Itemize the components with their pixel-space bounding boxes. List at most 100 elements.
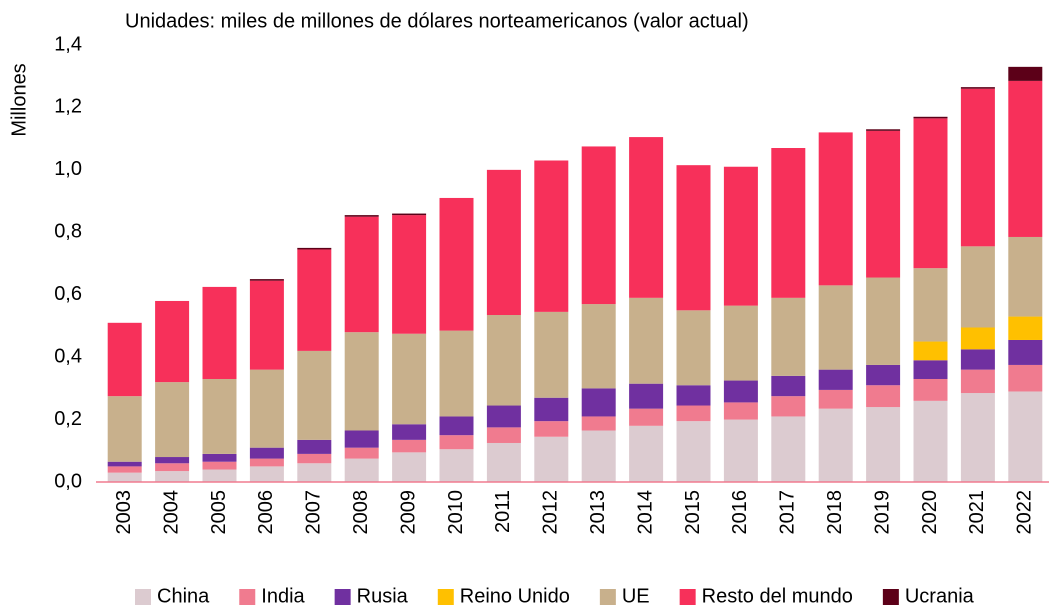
bar-segment <box>439 330 474 417</box>
legend-swatch <box>135 589 151 605</box>
legend-label: China <box>157 585 210 607</box>
bar-segment <box>392 439 427 453</box>
chart-title: Unidades: miles de millones de dólares n… <box>125 10 749 32</box>
y-tick-label: 0,8 <box>54 221 82 243</box>
bar-segment <box>771 416 806 482</box>
bar-segment <box>866 385 901 408</box>
bar-segment <box>913 268 948 342</box>
bar-segment <box>866 130 901 278</box>
x-tick-label: 2010 <box>445 490 467 535</box>
bar-segment <box>155 300 190 383</box>
bar-segment <box>581 416 616 431</box>
x-tick-label: 2007 <box>303 490 325 535</box>
bar-segment <box>866 129 901 131</box>
bar-segment <box>913 341 948 361</box>
x-tick-label: 2016 <box>729 490 751 535</box>
legend-swatch <box>437 589 454 605</box>
bar-segment <box>676 310 711 386</box>
bar-segment <box>1008 316 1043 340</box>
bar-segment <box>723 166 758 306</box>
bar-segment <box>866 277 901 365</box>
bar-segment <box>534 436 569 482</box>
bar-segment <box>107 396 142 462</box>
bar-segment <box>439 449 474 482</box>
y-tick-label: 1,4 <box>54 33 82 55</box>
legend-swatch <box>334 589 351 605</box>
bar-segment <box>344 447 379 459</box>
bar-segment <box>1008 391 1043 482</box>
legend-label: Reino Unido <box>460 585 570 607</box>
bar-segment <box>723 402 758 420</box>
x-tick-label: 2021 <box>966 490 988 535</box>
bar-segment <box>534 397 569 422</box>
y-tick-label: 0,0 <box>54 470 82 492</box>
bar-segment <box>866 364 901 386</box>
bar-segment <box>676 405 711 422</box>
y-tick-label: 0,6 <box>54 283 82 305</box>
bar-segment <box>581 388 616 417</box>
bar-segment <box>297 439 332 454</box>
bar-segment <box>723 380 758 403</box>
x-tick-label: 2009 <box>397 490 419 535</box>
bar-segment <box>723 305 758 381</box>
bar-segment <box>297 350 332 440</box>
bar-segment <box>392 213 427 216</box>
bar-segment <box>486 315 521 406</box>
bar-segment <box>155 463 190 472</box>
bar-segment <box>202 378 237 454</box>
y-tick-label: 0,4 <box>54 345 82 367</box>
x-tick-label: 2012 <box>540 490 562 535</box>
bar-segment <box>249 447 284 459</box>
bar-segment <box>249 458 284 467</box>
bar-segment <box>1008 364 1043 392</box>
bar-segment <box>155 457 190 464</box>
bar-segment <box>818 389 853 409</box>
bar-segment <box>960 327 995 350</box>
bar-segment <box>913 400 948 482</box>
bar-segment <box>249 466 284 482</box>
bar-segment <box>818 369 853 390</box>
x-tick-label: 2008 <box>350 490 372 535</box>
bar-segment <box>913 378 948 401</box>
x-tick-label: 2018 <box>824 490 846 535</box>
x-tick-label: 2017 <box>777 490 799 535</box>
y-tick-label: 0,2 <box>54 408 82 430</box>
bar-segment <box>392 333 427 425</box>
bar-segment <box>486 442 521 482</box>
x-tick-label: 2003 <box>113 490 135 535</box>
bar-segment <box>202 286 237 379</box>
bar-segment <box>629 297 664 384</box>
bar-segment <box>534 421 569 437</box>
bar-segment <box>297 453 332 464</box>
x-tick-label: 2020 <box>919 490 941 535</box>
bar-segment <box>344 216 379 333</box>
legend-swatch <box>599 589 616 605</box>
legend-label: Resto del mundo <box>702 585 853 607</box>
bar-segment <box>818 285 853 370</box>
bar-segment <box>344 215 379 217</box>
bar-segment <box>486 405 521 428</box>
bar-segment <box>960 369 995 394</box>
bar-segment <box>629 408 664 426</box>
bar-segment <box>723 419 758 482</box>
bar-segment <box>249 279 284 281</box>
bar-segment <box>581 146 616 305</box>
bar-segment <box>1008 66 1043 81</box>
bar-segment <box>913 118 948 269</box>
bar-segment <box>960 349 995 370</box>
bar-segment <box>155 382 190 458</box>
bar-segment <box>960 87 995 89</box>
legend-swatch <box>679 589 696 605</box>
bar-segment <box>107 472 142 482</box>
bar-segment <box>297 249 332 351</box>
x-tick-label: 2014 <box>634 490 656 535</box>
bar-segment <box>676 421 711 482</box>
bar-segment <box>107 322 142 397</box>
bar-segment <box>771 375 806 397</box>
bar-segment <box>913 116 948 119</box>
x-tick-label: 2005 <box>208 490 230 535</box>
bar-segment <box>818 132 853 286</box>
bar-segment <box>1008 236 1043 317</box>
y-tick-label: 1,0 <box>54 158 82 180</box>
